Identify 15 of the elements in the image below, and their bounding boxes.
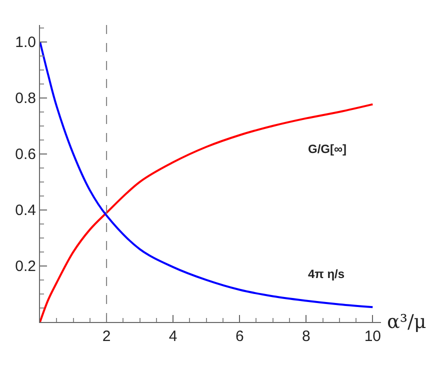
x-tick-label: 8 <box>302 328 310 345</box>
y-tick-label: 0.6 <box>15 146 36 164</box>
x-tick-label: 2 <box>102 328 111 345</box>
x-axis-title: α³/μ <box>387 311 426 333</box>
y-tick-label: 0.4 <box>15 202 36 220</box>
line-series <box>40 103 374 322</box>
x-tick-label: 4 <box>168 328 178 345</box>
y-tick-label: 0.8 <box>15 90 36 108</box>
series-label: 4π η/s <box>308 267 345 281</box>
line-series <box>40 40 374 308</box>
y-tick-label: 0.2 <box>15 258 36 276</box>
series-label: G/G[∞] <box>308 142 347 156</box>
x-tick-label: 6 <box>235 328 244 345</box>
x-tick-label: 10 <box>364 328 382 345</box>
y-tick-label: 1.0 <box>15 34 36 52</box>
